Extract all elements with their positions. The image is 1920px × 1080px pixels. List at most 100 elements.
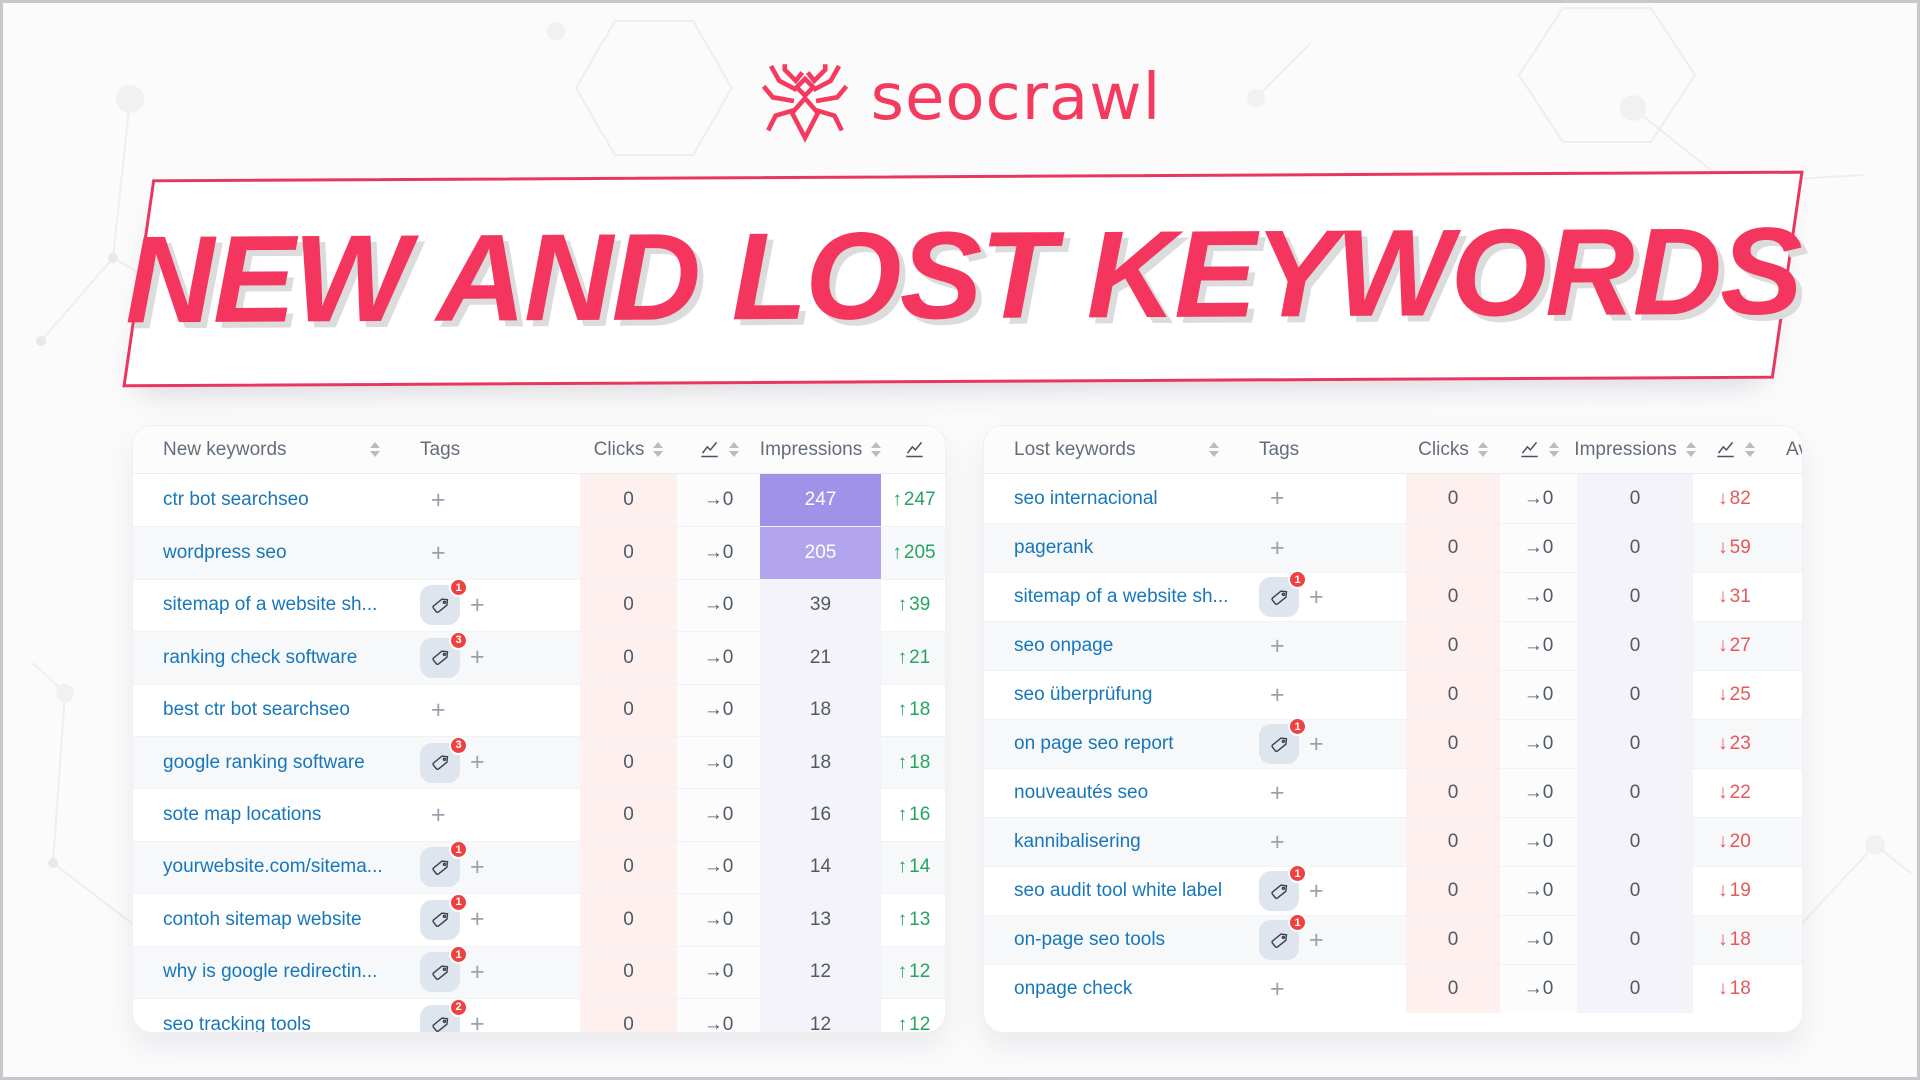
add-tag-button[interactable]: + [470,748,485,777]
keyword-link[interactable]: ranking check software [163,646,358,668]
column-header[interactable] [1500,426,1577,473]
sort-icon[interactable] [1744,442,1755,457]
clipped-cell [1776,622,1802,670]
keyword-link[interactable]: pagerank [1014,537,1094,558]
tag-chip[interactable]: 3 [420,735,468,783]
add-tag-button[interactable]: + [1270,484,1285,512]
tag-count-badge: 3 [449,735,468,755]
sort-icon[interactable] [370,442,380,457]
sort-icon[interactable] [1685,442,1696,457]
sort-icon[interactable] [653,442,664,457]
sort-icon[interactable] [1548,442,1559,457]
arrow-down-icon: ↓ [1718,733,1728,754]
add-tag-button[interactable]: + [1270,827,1285,856]
keyword-cell: kannibalisering [984,818,1241,866]
clicks-cell: 0 [580,841,677,894]
keyword-link[interactable]: seo audit tool white label [1014,880,1223,901]
tag-chip[interactable]: 1 [420,840,468,888]
keyword-link[interactable]: wordpress seo [163,542,287,564]
sort-icon[interactable] [1477,442,1488,457]
keyword-cell: google ranking software [133,737,402,788]
clicks-trend-cell: →0 [1500,965,1577,1013]
column-header[interactable]: Impressions [760,426,882,473]
keyword-link[interactable]: seo überprüfung [1014,684,1153,705]
add-tag-button[interactable]: + [470,1010,485,1033]
tag-icon [431,965,448,980]
tag-chip[interactable]: 1 [1259,913,1307,960]
keyword-link[interactable]: google ranking software [163,751,365,773]
add-tag-button[interactable]: + [470,852,485,881]
clicks-cell: 0 [1406,720,1500,768]
keyword-link[interactable]: seo onpage [1014,635,1114,656]
keyword-link[interactable]: seo tracking tools [163,1013,311,1033]
keyword-link[interactable]: seo internacional [1014,487,1158,509]
sort-icon[interactable] [728,442,739,457]
add-tag-button[interactable]: + [1270,974,1285,1003]
column-header[interactable]: Impressions [1574,426,1696,473]
keyword-link[interactable]: nouveautés seo [1014,782,1149,803]
tag-chip[interactable]: 3 [420,630,468,678]
brand-wordmark: seocrawl [870,61,1162,135]
keyword-link[interactable]: sitemap of a website sh... [1014,586,1229,607]
tag-chip[interactable]: 1 [1259,717,1307,764]
add-tag-button[interactable]: + [1309,925,1324,954]
impressions-change-cell: ↑ 39 [897,594,931,616]
column-header[interactable]: Clicks [580,426,677,473]
keyword-link[interactable]: why is google redirectin... [163,961,378,983]
keyword-link[interactable]: sote map locations [163,804,322,826]
column-header[interactable] [881,426,945,473]
keyword-link[interactable]: onpage check [1014,978,1133,999]
column-header[interactable]: Clicks [1406,426,1500,473]
add-tag-button[interactable]: + [1309,876,1324,905]
table-row: sote map locations +0 →0 16 ↑ 16 [133,788,945,841]
keyword-link[interactable]: on-page seo tools [1014,929,1166,950]
add-tag-button[interactable]: + [431,800,446,829]
tag-chip[interactable]: 1 [420,945,468,993]
keyword-link[interactable]: kannibalisering [1014,831,1141,852]
tag-chip[interactable]: 1 [1259,864,1307,911]
sort-icon[interactable] [871,442,882,457]
column-header[interactable]: Lost keywords [984,426,1241,473]
keyword-link[interactable]: on page seo report [1014,733,1174,754]
tag-count-badge: 3 [449,630,468,650]
column-label: Impressions [1574,438,1677,460]
column-header[interactable]: Tags [1241,426,1406,473]
tags-cell: + [1241,474,1406,523]
clicks-cell: 0 [1406,818,1500,866]
impressions-cell: 0 [1577,524,1693,572]
keyword-link[interactable]: ctr bot searchseo [163,489,309,511]
column-header[interactable]: New keywords [133,426,402,473]
clipped-cell [1776,965,1802,1013]
add-tag-button[interactable]: + [1270,533,1285,562]
column-header[interactable] [1693,426,1776,473]
add-tag-button[interactable]: + [470,590,485,619]
tag-chip[interactable]: 1 [420,892,468,940]
add-tag-button[interactable]: + [431,538,446,567]
add-tag-button[interactable]: + [470,957,485,986]
keyword-link[interactable]: yourwebsite.com/sitema... [163,856,383,878]
chart-line-icon [1520,441,1538,458]
add-tag-button[interactable]: + [1270,680,1285,709]
tags-cell: 3 + [402,735,580,788]
keyword-link[interactable]: contoh sitemap website [163,908,362,930]
column-header[interactable] [677,426,760,473]
sort-icon[interactable] [1209,442,1219,457]
add-tag-button[interactable]: + [1270,778,1285,807]
add-tag-button[interactable]: + [1309,729,1324,758]
clicks-trend-cell: →0 [677,998,760,1032]
tag-chip[interactable]: 2 [420,997,468,1032]
keyword-cell: ranking check software [133,632,402,683]
add-tag-button[interactable]: + [1309,582,1324,611]
tag-chip[interactable]: 1 [1259,570,1307,617]
column-header[interactable]: Tags [402,426,580,473]
add-tag-button[interactable]: + [470,643,485,672]
add-tag-button[interactable]: + [1270,631,1285,660]
add-tag-button[interactable]: + [470,905,485,934]
column-header[interactable]: Av [1776,426,1802,473]
add-tag-button[interactable]: + [431,695,446,724]
keyword-link[interactable]: sitemap of a website sh... [163,594,378,616]
table-row: contoh sitemap website 1 +0 →0 13 ↑ 13 [133,892,945,946]
add-tag-button[interactable]: + [431,485,446,514]
keyword-link[interactable]: best ctr bot searchseo [163,699,350,721]
tag-chip[interactable]: 1 [420,578,468,626]
